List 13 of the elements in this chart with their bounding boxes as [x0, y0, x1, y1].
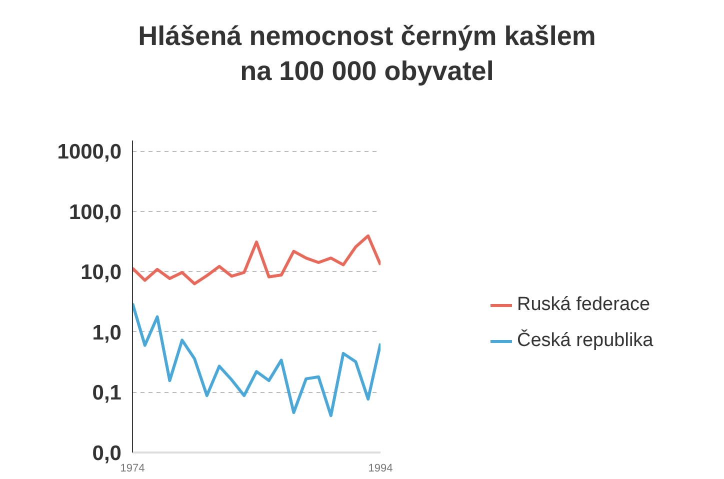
y-tick-label: 1,0: [92, 321, 122, 344]
y-tick-label: 0,0: [92, 442, 122, 465]
line-series: [132, 302, 380, 418]
chart-title: Hlášená nemocnost černým kašlem na 100 000 obyvatel: [138, 20, 596, 88]
x-tick-label: 1974: [120, 462, 145, 474]
legend-label: Ruská federace: [517, 294, 650, 316]
y-tick-label: 10,0: [80, 261, 122, 284]
y-tick-label: 100,0: [68, 200, 122, 224]
y-tick-label: 0,1: [92, 382, 122, 405]
x-tick-label: 1994: [368, 462, 393, 474]
legend-label: Česká republika: [517, 330, 654, 352]
y-tick-label: 1000,0: [57, 140, 122, 164]
line-series: [132, 234, 380, 286]
